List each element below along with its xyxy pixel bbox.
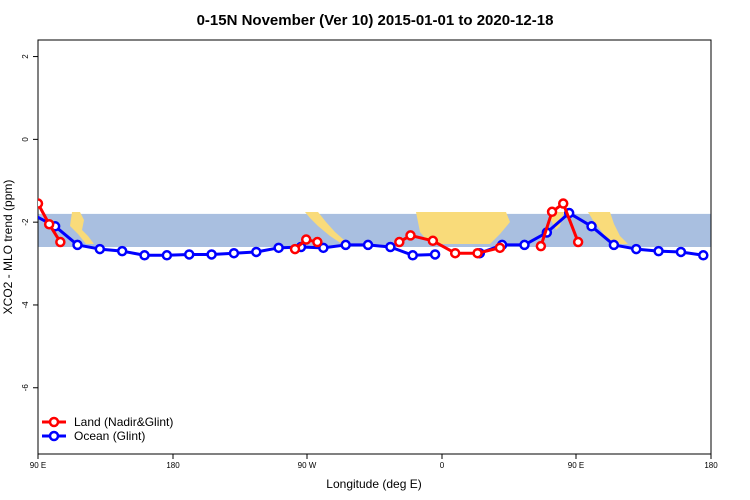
ocean-data-point — [675, 246, 687, 258]
land-data-point — [557, 198, 569, 209]
ocean-data-point — [630, 243, 642, 255]
land-data-point — [43, 218, 55, 230]
y-tick-label: -4 — [21, 301, 30, 309]
land-data-point — [289, 243, 301, 255]
ocean-data-point — [183, 249, 195, 260]
series-layer — [26, 198, 709, 261]
y-axis-label: XCO2 - MLO trend (ppm) — [1, 180, 15, 315]
y-tick-label: 2 — [21, 54, 30, 59]
x-tick-label: 90 E — [568, 461, 584, 470]
x-tick-label: 0 — [440, 461, 445, 470]
land-data-point — [494, 242, 506, 254]
x-tick-label: 180 — [704, 461, 718, 470]
ocean-data-point — [429, 249, 441, 260]
land-data-point — [38, 198, 44, 209]
land-data-point — [394, 236, 405, 248]
ocean-data-point — [273, 242, 284, 254]
x-tick-label: 180 — [166, 461, 180, 470]
ocean-data-point — [586, 221, 597, 232]
legend-ocean-marker — [48, 430, 60, 442]
land-data-point — [300, 234, 312, 245]
land-shape-asia — [70, 212, 94, 244]
ocean-data-point — [340, 239, 351, 251]
ocean-data-point — [385, 241, 396, 253]
land-data-point — [405, 230, 416, 241]
legend-ocean-label: Ocean (Glint) — [74, 429, 145, 443]
ocean-data-point — [318, 242, 329, 254]
land-series-line — [539, 202, 580, 247]
ocean-data-point — [698, 250, 709, 261]
ocean-data-point — [139, 250, 150, 261]
x-axis: 90 E 180 90 W 0 90 E 180 — [30, 454, 718, 470]
x-tick-label: 90 E — [30, 461, 46, 470]
chart-title: 0-15N November (Ver 10) 2015-01-01 to 20… — [197, 12, 554, 29]
legend-land-marker — [48, 416, 60, 428]
ocean-data-point — [608, 239, 620, 251]
y-axis: 2 0 -2 -4 -6 — [21, 54, 38, 392]
land-data-point — [55, 236, 66, 248]
land-data-point — [427, 235, 439, 247]
ocean-data-point — [72, 239, 83, 251]
ocean-data-point — [407, 250, 418, 261]
ocean-data-point — [251, 246, 262, 258]
land-shape-central-america — [305, 212, 350, 244]
y-tick-label: -6 — [21, 384, 30, 392]
ocean-data-point — [653, 245, 664, 257]
plot-frame — [37, 39, 712, 455]
ocean-data-point — [228, 247, 240, 259]
ocean-data-point — [26, 209, 34, 217]
y-tick-label: -2 — [21, 218, 30, 226]
ocean-data-point — [161, 250, 173, 261]
land-data-point — [535, 240, 547, 252]
land-data-point — [572, 236, 584, 248]
ocean-data-point — [116, 245, 128, 257]
ocean-data-point — [519, 239, 530, 251]
ocean-data-point — [362, 239, 374, 251]
land-data-point — [449, 247, 461, 259]
land-shape-se-asia — [588, 212, 628, 244]
ocean-data-point — [206, 249, 217, 260]
y-tick-label: 0 — [21, 137, 30, 142]
land-data-point — [546, 206, 558, 218]
land-data-point — [312, 236, 323, 248]
legend: Land (Nadir&Glint)Ocean (Glint) — [42, 415, 173, 443]
ocean-data-point — [94, 243, 106, 255]
land-data-point — [472, 247, 483, 259]
x-axis-label: Longitude (deg E) — [326, 477, 421, 491]
x-tick-label: 90 W — [298, 461, 317, 470]
legend-land-label: Land (Nadir&Glint) — [74, 415, 173, 429]
land-shape-africa — [416, 212, 510, 244]
